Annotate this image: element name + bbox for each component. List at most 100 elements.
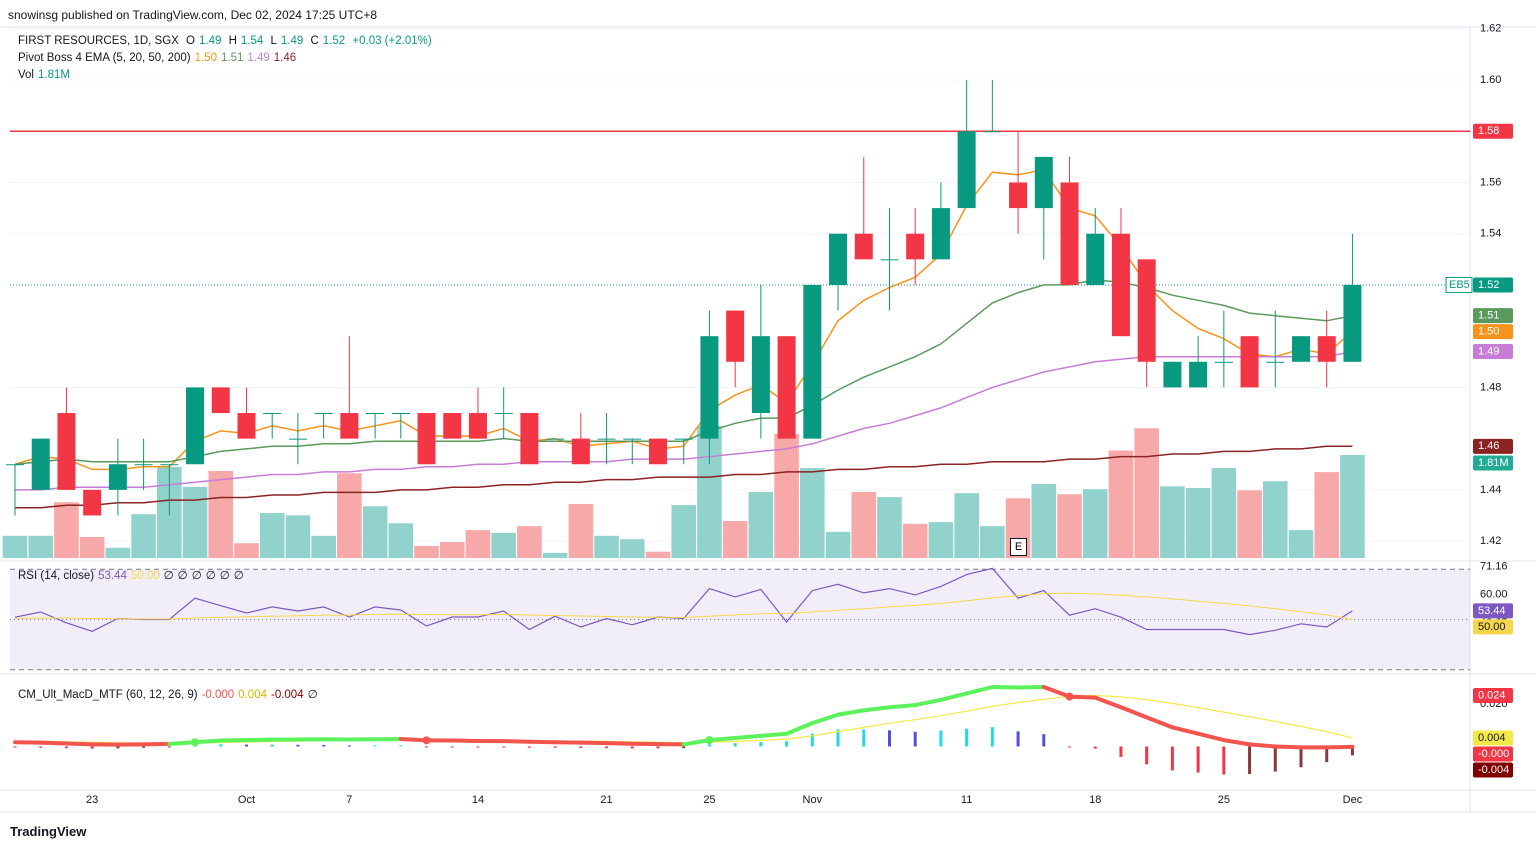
candle-body (468, 413, 487, 439)
price-legend: FIRST RESOURCES, 1D, SGX O 1.49 H 1.54 L 1.… (18, 35, 436, 47)
candle-body (957, 131, 976, 209)
empty-value: ∅ (205, 570, 216, 582)
macd-segment (1247, 742, 1278, 749)
candle-body (546, 438, 565, 440)
x-tick-label: 25 (1218, 794, 1230, 806)
candle-body (1137, 259, 1156, 362)
macd-segment (861, 705, 892, 713)
histogram-bar (527, 746, 531, 748)
macd-segment (1118, 705, 1149, 720)
volume-bar (1211, 468, 1237, 558)
tag-box (1473, 746, 1513, 762)
tag-label: 1.49 (1478, 345, 1499, 357)
volume-bar (954, 493, 979, 558)
volume-bar (619, 539, 645, 558)
macd-segment (784, 721, 815, 736)
macd-segment (836, 708, 866, 717)
histogram-bar (296, 744, 300, 747)
ohlc-key: H (228, 35, 237, 47)
macd-segment (38, 740, 69, 746)
histogram-bar (167, 746, 171, 748)
candle-body (31, 438, 50, 490)
ema-value: 1.50 (194, 52, 217, 64)
candle-body (726, 310, 745, 362)
y-tick-label: 1.56 (1480, 176, 1501, 188)
rsi-legend: RSI (14, close) 53.44 50.00 ∅ ∅ ∅ ∅ ∅ ∅ (18, 568, 248, 582)
volume-bar (465, 530, 491, 558)
candle-body (1343, 284, 1362, 362)
ohlc-key: C (310, 35, 319, 47)
histogram-bar (1093, 746, 1097, 749)
volume-bar (1057, 494, 1082, 558)
x-tick-label: 18 (1089, 794, 1101, 806)
histogram-bar (244, 744, 248, 747)
macd-segment (1041, 685, 1072, 699)
y-tick-label: 60.00 (1480, 588, 1508, 600)
macd-segment (681, 738, 712, 747)
histogram-bar (579, 746, 583, 748)
histogram-bar (219, 744, 223, 747)
candle-body (314, 413, 333, 415)
volume-bar (851, 492, 877, 558)
tag-box (1473, 344, 1513, 360)
volume-bar (517, 526, 542, 558)
histogram-bar (733, 743, 737, 747)
volume-bar (748, 492, 774, 558)
tag-box (1473, 603, 1513, 619)
histogram-bar (502, 746, 506, 748)
candle-body (1189, 361, 1208, 388)
volume-bar (774, 433, 799, 558)
earnings-marker: E (1010, 538, 1027, 556)
histogram-bar (630, 746, 634, 749)
histogram-bar (682, 746, 686, 749)
volume-bar (980, 526, 1005, 558)
volume-bar (1082, 489, 1108, 558)
macd-segment (64, 741, 95, 747)
candle-body (108, 464, 127, 490)
candle-body (623, 438, 642, 440)
tag-box (1445, 276, 1473, 293)
histogram-bar (862, 729, 866, 747)
histogram-bar (425, 746, 429, 748)
candle-body (366, 413, 385, 415)
publish-note: snowinsg published on TradingView.com, D… (8, 8, 378, 22)
tag-label: 1.50 (1478, 326, 1499, 338)
brand: TradingView (10, 824, 87, 839)
candle-body (83, 489, 102, 516)
candle-body (880, 259, 899, 261)
candle-body (288, 438, 307, 440)
histogram-bar (1299, 746, 1303, 768)
volume-bar (1031, 484, 1057, 558)
candle-body (674, 438, 693, 440)
histogram-bar (990, 727, 994, 747)
volume-bar (1134, 428, 1159, 558)
histogram-bar (1042, 734, 1046, 747)
macd-segment (758, 731, 789, 738)
candle-body (1111, 233, 1130, 337)
ema-title: Pivot Boss 4 EMA (5, 20, 50, 200) (18, 52, 191, 64)
rsi-line (14, 592, 1353, 620)
tag-box (1473, 730, 1513, 746)
candle-body (340, 413, 359, 439)
candle-body (983, 131, 1002, 133)
candle-body (443, 413, 462, 439)
empty-value: ∅ (307, 689, 318, 701)
macd-segment (1196, 731, 1226, 743)
x-tick-label: Dec (1343, 794, 1363, 806)
candle-body (263, 413, 282, 415)
histogram-bar (759, 742, 763, 747)
macd-value: -0.000 (201, 689, 235, 701)
volume-bar (1108, 450, 1134, 558)
candle-body (391, 413, 410, 415)
candle-body (134, 464, 153, 466)
candle-body (1009, 182, 1028, 209)
macd-segment (1221, 738, 1252, 747)
y-tick-label: 1.48 (1480, 381, 1501, 393)
volume-bar (594, 535, 619, 558)
candle-body (649, 438, 667, 465)
macd-segment (501, 739, 532, 744)
tag-label: 1.81M (1478, 457, 1509, 469)
ohlc-key: L (270, 35, 277, 47)
histogram-bar (836, 729, 840, 747)
volume-bar (542, 552, 568, 558)
